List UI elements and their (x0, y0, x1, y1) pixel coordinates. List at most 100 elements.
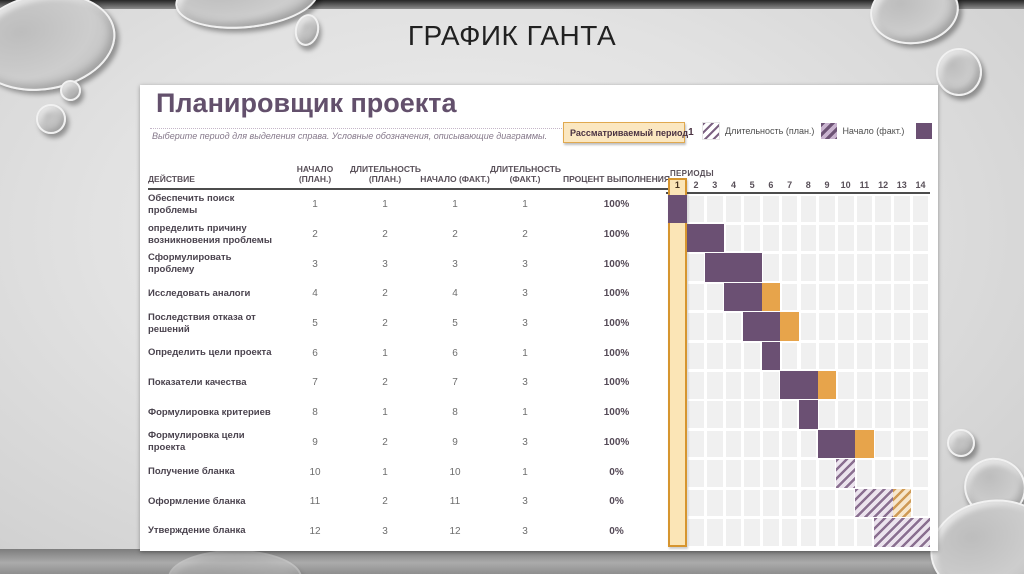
gantt-cell (800, 254, 817, 281)
gantt-cell (781, 460, 798, 487)
gantt-bar (761, 341, 781, 370)
gantt-cell (725, 372, 742, 399)
gantt-cell (707, 519, 723, 546)
gantt-bar (742, 312, 781, 341)
gantt-cell (912, 224, 929, 252)
period-number: 6 (768, 180, 774, 190)
plan-start-value: 3 (312, 258, 318, 270)
top-border-bar (0, 0, 1024, 9)
gantt-cell (688, 460, 704, 487)
gantt-cell (894, 283, 910, 311)
gantt-cell (875, 195, 891, 222)
gantt-cell (819, 195, 835, 222)
task-name: Получение бланка (148, 466, 235, 478)
gantt-cell (912, 342, 929, 370)
gantt-cell (819, 254, 835, 281)
actual-duration-value: 3 (522, 525, 528, 537)
gantt-cell (763, 489, 779, 517)
actual-duration-value: 3 (522, 496, 528, 508)
actual-start-value: 6 (452, 347, 458, 359)
plan-start-value: 12 (309, 525, 321, 537)
plan-start-value: 2 (312, 229, 318, 241)
plan-start-value: 9 (312, 436, 318, 448)
column-header-actual-duration: ДЛИТЕЛЬНОСТЬ (ФАКТ.) (490, 164, 562, 185)
gantt-cell (707, 372, 723, 399)
plan-start-value: 1 (312, 199, 318, 211)
gantt-cell (800, 489, 817, 517)
gantt-cell (781, 195, 798, 222)
plan-duration-value: 3 (382, 525, 388, 537)
actual-duration-value: 3 (522, 258, 528, 270)
gantt-cell (819, 401, 835, 428)
percent-complete-value: 100% (603, 377, 630, 389)
bubble-decoration (36, 104, 66, 134)
gantt-cell (912, 283, 929, 311)
gantt-cell (707, 430, 723, 458)
table-row: Исследовать аналоги 4 2 4 3 100% (148, 279, 673, 309)
highlighted-period-band (668, 178, 687, 547)
gantt-cell (800, 519, 817, 546)
gantt-bar (724, 282, 762, 312)
gantt-cell (763, 195, 779, 222)
gantt-bar (817, 429, 856, 459)
considered-period-control[interactable]: Рассматриваемый период 1 (563, 122, 694, 143)
period-number: 12 (878, 180, 889, 190)
gantt-cell (725, 224, 742, 252)
plan-duration-value: 1 (382, 199, 388, 211)
percent-complete-value: 100% (603, 436, 630, 448)
table-row: Формулировка цели проекта 9 2 9 3 100% (148, 428, 673, 458)
gantt-bar (817, 371, 837, 400)
gantt-cell (838, 401, 854, 428)
gantt-chart: ПЕРИОДЫ 1 2 3 4 5 6 7 8 9 10 11 12 13 14 (666, 169, 930, 547)
gantt-cell (838, 519, 854, 546)
plan-start-value: 11 (309, 496, 321, 508)
column-header-percent-complete: ПРОЦЕНТ ВЫПОЛНЕНИЯ (563, 174, 670, 185)
gantt-cell (800, 342, 817, 370)
percent-complete-value: 0% (609, 525, 624, 537)
gantt-cell (763, 519, 779, 546)
gantt-bar (873, 518, 930, 547)
gantt-cell (688, 401, 704, 428)
actual-start-value: 9 (452, 436, 458, 448)
gantt-cell (763, 401, 779, 428)
actual-start-value: 12 (449, 525, 461, 537)
actual-start-value: 5 (452, 318, 458, 330)
actual-start-value: 8 (452, 407, 458, 419)
gantt-cell (688, 372, 704, 399)
plan-duration-value: 2 (382, 496, 388, 508)
actual-duration-value: 3 (522, 436, 528, 448)
percent-complete-value: 100% (603, 199, 630, 211)
gantt-cell (875, 224, 891, 252)
gantt-cell (838, 195, 854, 222)
task-name: Сформулировать проблему (148, 252, 232, 276)
chart-header-line (666, 192, 930, 194)
gantt-cell (781, 254, 798, 281)
gantt-cell (894, 254, 910, 281)
legend-label-actual-start: Начало (факт.) (842, 126, 905, 136)
gantt-cell (912, 313, 929, 340)
gantt-cell (838, 489, 854, 517)
table-row: Формулировка критериев 8 1 8 1 100% (148, 398, 673, 428)
gantt-cell (894, 195, 910, 222)
gantt-cell (856, 224, 873, 252)
plan-duration-value: 2 (382, 377, 388, 389)
actual-duration-value: 1 (522, 347, 528, 359)
gantt-cell (781, 489, 798, 517)
plan-start-value: 10 (309, 466, 321, 478)
percent-complete-value: 100% (603, 229, 630, 241)
gantt-cell (744, 489, 760, 517)
gantt-cell (707, 342, 723, 370)
actual-start-value: 3 (452, 258, 458, 270)
plan-duration-value: 3 (382, 258, 388, 270)
gantt-cell (875, 372, 891, 399)
period-number: 8 (805, 180, 811, 190)
actual-duration-value: 1 (522, 407, 528, 419)
table-body: Обеспечить поиск проблемы 1 1 1 1 100% определ… (148, 190, 673, 546)
plan-duration-value: 2 (382, 436, 388, 448)
percent-complete-value: 0% (609, 496, 624, 508)
percent-complete-value: 100% (603, 318, 630, 330)
gantt-cell (707, 195, 723, 222)
column-header-plan-start: НАЧАЛО (ПЛАН.) (296, 164, 334, 185)
gantt-cell (800, 195, 817, 222)
table-row: Последствия отказа от решений 5 2 5 3 100% (148, 309, 673, 339)
